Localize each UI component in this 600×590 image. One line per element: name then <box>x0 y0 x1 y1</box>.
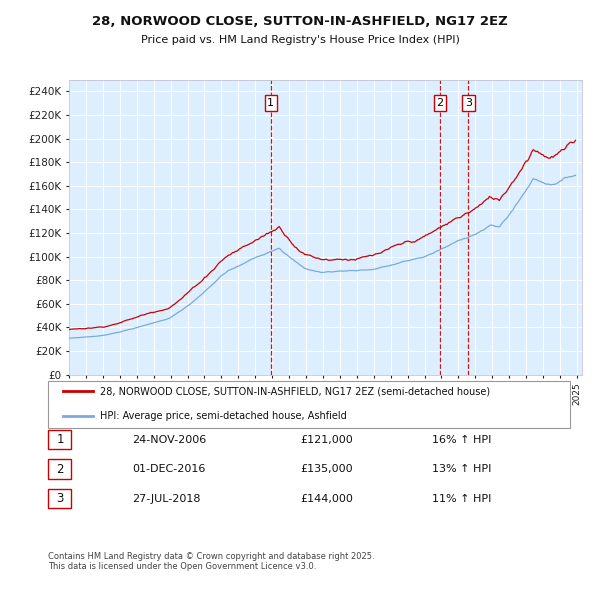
Text: 28, NORWOOD CLOSE, SUTTON-IN-ASHFIELD, NG17 2EZ: 28, NORWOOD CLOSE, SUTTON-IN-ASHFIELD, N… <box>92 15 508 28</box>
Text: 01-DEC-2016: 01-DEC-2016 <box>132 464 205 474</box>
Text: £121,000: £121,000 <box>300 435 353 444</box>
Text: 13% ↑ HPI: 13% ↑ HPI <box>432 464 491 474</box>
Text: 1: 1 <box>56 433 64 446</box>
Text: HPI: Average price, semi-detached house, Ashfield: HPI: Average price, semi-detached house,… <box>100 411 347 421</box>
Text: Price paid vs. HM Land Registry's House Price Index (HPI): Price paid vs. HM Land Registry's House … <box>140 35 460 45</box>
Text: 3: 3 <box>465 99 472 108</box>
Text: 16% ↑ HPI: 16% ↑ HPI <box>432 435 491 444</box>
Text: 24-NOV-2006: 24-NOV-2006 <box>132 435 206 444</box>
Text: 2: 2 <box>437 99 443 108</box>
Text: 27-JUL-2018: 27-JUL-2018 <box>132 494 200 503</box>
Text: 28, NORWOOD CLOSE, SUTTON-IN-ASHFIELD, NG17 2EZ (semi-detached house): 28, NORWOOD CLOSE, SUTTON-IN-ASHFIELD, N… <box>100 386 490 396</box>
Text: £144,000: £144,000 <box>300 494 353 503</box>
Text: 2: 2 <box>56 463 64 476</box>
Text: 11% ↑ HPI: 11% ↑ HPI <box>432 494 491 503</box>
Text: 3: 3 <box>56 492 64 505</box>
Text: Contains HM Land Registry data © Crown copyright and database right 2025.
This d: Contains HM Land Registry data © Crown c… <box>48 552 374 571</box>
Text: £135,000: £135,000 <box>300 464 353 474</box>
Text: 1: 1 <box>268 99 274 108</box>
